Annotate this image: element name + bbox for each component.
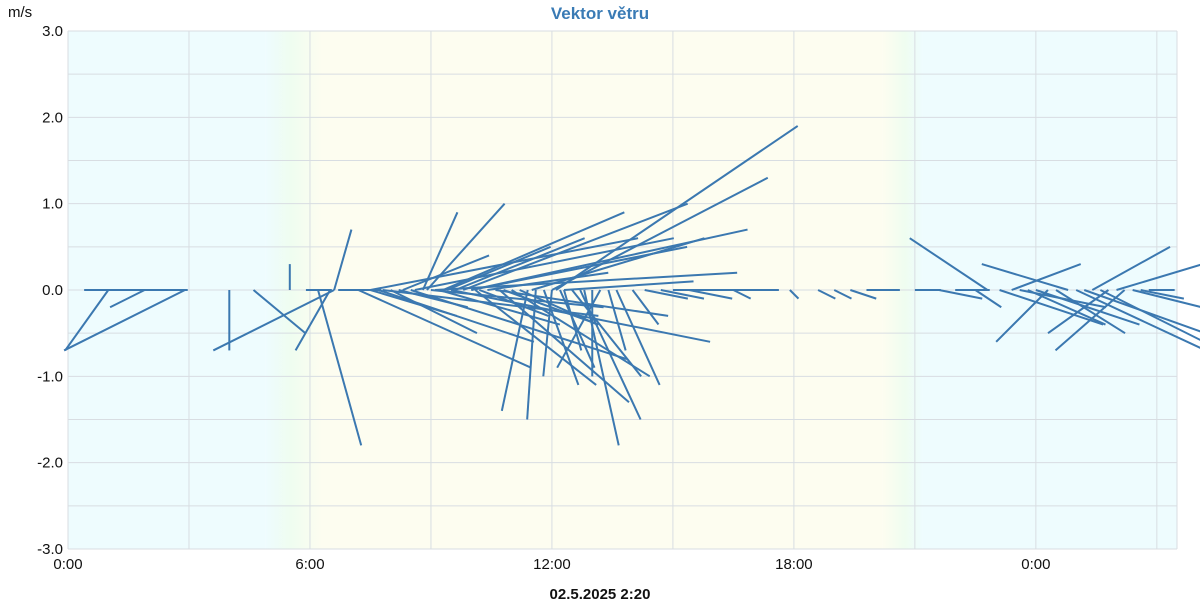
horizontal-gridlines — [68, 30, 1177, 550]
x-tick-label: 18:00 — [775, 556, 813, 573]
wind-vector — [1132, 289, 1200, 308]
wind-vector — [556, 289, 602, 369]
wind-vector — [688, 289, 733, 300]
x-tick-label: 12:00 — [533, 556, 571, 573]
wind-vector — [583, 289, 620, 446]
wind-vector — [732, 289, 752, 300]
y-axis-unit: m/s — [8, 4, 32, 21]
wind-vector — [1035, 289, 1140, 326]
x-tick-label: 6:00 — [295, 556, 324, 573]
wind-vector — [487, 271, 609, 291]
wind-vector — [430, 289, 604, 309]
wind-vector — [607, 289, 627, 351]
wind-vector — [850, 289, 877, 300]
wind-vector — [631, 289, 660, 326]
y-tick-label: -1.0 — [37, 368, 63, 385]
wind-vector — [1055, 289, 1126, 335]
wind-vector — [526, 289, 537, 420]
wind-vector — [421, 211, 459, 291]
wind-vector — [817, 289, 836, 300]
y-tick-label: 2.0 — [42, 109, 63, 126]
wind-vector — [909, 237, 989, 291]
x-axis-ticks: 0:00 6:00 12:00 18:00 0:00 — [53, 556, 1050, 573]
wind-vector — [390, 289, 478, 335]
wind-vector — [615, 289, 661, 386]
wind-vector — [531, 237, 705, 291]
y-tick-label: 3.0 — [42, 23, 63, 40]
x-tick-label: 0:00 — [1021, 556, 1050, 573]
chart-timestamp: 02.5.2025 2:20 — [550, 586, 651, 600]
wind-vector — [462, 202, 689, 291]
y-tick-label: 1.0 — [42, 196, 63, 213]
wind-vector — [542, 289, 553, 377]
wind-vector — [995, 289, 1049, 343]
y-tick-label: 0.0 — [42, 282, 63, 299]
y-axis-ticks: 3.0 2.0 1.0 0.0 -1.0 -2.0 -3.0 — [37, 23, 63, 558]
wind-vector — [1091, 245, 1171, 291]
wind-vector — [426, 202, 506, 291]
wind-vector — [212, 289, 335, 352]
wind-vector — [1116, 263, 1200, 291]
wind-vector — [579, 289, 642, 420]
wind-vector — [414, 237, 675, 291]
wind-vector — [333, 229, 353, 291]
wind-vector — [999, 289, 1104, 326]
wind-vector — [938, 289, 983, 300]
wind-vector — [551, 176, 769, 291]
wind-vector — [1054, 289, 1126, 352]
wind-vector — [660, 289, 705, 300]
wind-vector — [438, 289, 561, 326]
wind-vectors — [63, 125, 1200, 446]
wind-vector — [450, 289, 711, 343]
wind-vector — [442, 211, 625, 291]
wind-vector — [378, 289, 535, 343]
wind-vector — [1140, 289, 1185, 300]
wind-vector — [555, 125, 799, 291]
wind-vector — [446, 245, 552, 291]
wind-vector — [500, 289, 529, 412]
wind-vector — [563, 280, 694, 291]
wind-vector — [833, 289, 852, 300]
wind-vector — [974, 289, 1002, 309]
wind-vector — [981, 263, 1069, 291]
wind-vector — [1011, 263, 1082, 291]
wind-vector — [789, 289, 800, 300]
wind-vector — [454, 237, 586, 291]
wind-vector — [109, 289, 146, 309]
wind-vector — [1099, 289, 1200, 341]
x-tick-label: 0:00 — [53, 556, 82, 573]
wind-vector — [402, 254, 490, 291]
wind-vector — [559, 289, 596, 369]
wind-vector — [644, 289, 689, 300]
wind-vector — [317, 289, 363, 446]
chart-title: Vektor větru — [551, 4, 649, 23]
y-tick-label: -3.0 — [37, 541, 63, 558]
wind-vector — [474, 289, 597, 386]
wind-vector — [357, 289, 532, 369]
wind-vector — [1047, 289, 1110, 334]
wind-vector — [563, 289, 583, 351]
wind-vector — [252, 289, 306, 334]
wind-vector — [571, 289, 642, 377]
wind-vector — [294, 289, 331, 351]
y-tick-label: -2.0 — [37, 455, 63, 472]
wind-vector — [64, 289, 110, 352]
wind-vector — [1075, 289, 1200, 349]
wind-vector — [63, 289, 186, 352]
